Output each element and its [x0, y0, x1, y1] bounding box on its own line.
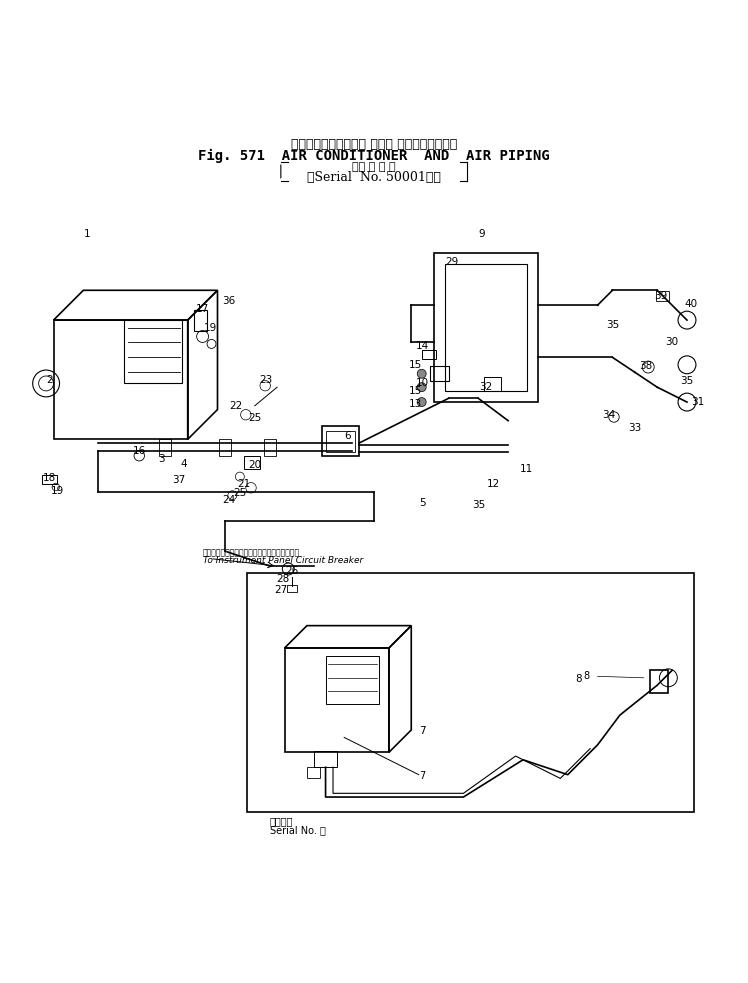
- Text: （適 用 号 機: （適 用 号 機: [352, 162, 396, 172]
- Text: 1: 1: [84, 229, 91, 240]
- Text: 39: 39: [654, 291, 667, 301]
- Text: 10: 10: [416, 378, 429, 388]
- Bar: [656, 291, 669, 302]
- Text: 2: 2: [46, 375, 53, 384]
- Circle shape: [417, 397, 426, 407]
- Text: エアーコンディショナ および エアーパイピング: エアーコンディショナ および エアーパイピング: [291, 139, 457, 151]
- Text: 20: 20: [248, 460, 261, 471]
- Text: 28: 28: [277, 574, 289, 585]
- Text: To Instrument Panel Circuit Breaker: To Instrument Panel Circuit Breaker: [203, 555, 363, 564]
- Text: 14: 14: [416, 341, 429, 351]
- Bar: [650, 670, 669, 693]
- Text: 9: 9: [479, 229, 485, 240]
- Text: 26: 26: [286, 566, 298, 576]
- Text: 36: 36: [222, 297, 236, 307]
- Text: 33: 33: [628, 423, 642, 434]
- Circle shape: [417, 382, 426, 391]
- Text: 5: 5: [419, 497, 426, 507]
- Text: 21: 21: [237, 479, 251, 490]
- Bar: [219, 439, 231, 456]
- Text: 15: 15: [408, 386, 422, 396]
- Text: 23: 23: [260, 375, 272, 384]
- Text: 24: 24: [222, 495, 236, 505]
- Text: 30: 30: [666, 337, 678, 347]
- Text: 31: 31: [692, 397, 705, 407]
- Text: 40: 40: [684, 299, 697, 309]
- Bar: [325, 657, 379, 704]
- Text: 19: 19: [51, 487, 64, 496]
- Text: 4: 4: [181, 459, 187, 469]
- Text: 19: 19: [203, 322, 217, 332]
- Text: Serial No. ～: Serial No. ～: [270, 825, 325, 835]
- Bar: [430, 367, 449, 381]
- Text: 37: 37: [172, 476, 186, 486]
- Bar: [194, 311, 207, 331]
- Text: 17: 17: [196, 304, 209, 314]
- Bar: [314, 751, 337, 768]
- Bar: [159, 439, 171, 456]
- Text: 15: 15: [408, 360, 422, 370]
- Bar: [286, 585, 297, 592]
- Bar: [484, 377, 500, 391]
- Text: 8: 8: [583, 671, 589, 681]
- Bar: [326, 432, 355, 452]
- Bar: [244, 456, 260, 469]
- Text: 16: 16: [132, 445, 146, 455]
- Text: 35: 35: [606, 320, 619, 330]
- Text: 18: 18: [43, 473, 56, 483]
- Text: 13: 13: [408, 398, 422, 409]
- Text: インスツルメントパネルサーキットブレーカへ: インスツルメントパネルサーキットブレーカへ: [203, 549, 300, 557]
- Text: 25: 25: [233, 488, 247, 498]
- Bar: [307, 768, 320, 779]
- Bar: [43, 475, 58, 484]
- Text: 3: 3: [159, 454, 165, 464]
- Text: （Serial  No. 50001～）: （Serial No. 50001～）: [307, 170, 441, 184]
- Text: 7: 7: [419, 726, 426, 736]
- Text: 12: 12: [487, 479, 500, 490]
- Text: 7: 7: [420, 772, 426, 781]
- Bar: [322, 426, 359, 456]
- Text: 34: 34: [602, 411, 616, 421]
- Bar: [264, 439, 275, 456]
- Text: 38: 38: [640, 362, 653, 372]
- Text: 29: 29: [446, 257, 459, 267]
- Text: 35: 35: [472, 500, 485, 510]
- Text: Fig. 571  AIR CONDITIONER  AND  AIR PIPING: Fig. 571 AIR CONDITIONER AND AIR PIPING: [198, 149, 550, 163]
- Text: 適用号機: 適用号機: [270, 816, 293, 826]
- Text: 8: 8: [576, 674, 582, 684]
- Bar: [423, 350, 436, 359]
- Text: 25: 25: [248, 414, 261, 424]
- Bar: [124, 320, 183, 383]
- Circle shape: [417, 370, 426, 378]
- Text: 6: 6: [345, 431, 352, 440]
- Text: 27: 27: [275, 585, 287, 595]
- Bar: [445, 264, 527, 391]
- Text: 35: 35: [681, 376, 693, 386]
- Text: 32: 32: [479, 382, 492, 392]
- Text: 11: 11: [520, 464, 533, 474]
- Text: 22: 22: [230, 401, 243, 411]
